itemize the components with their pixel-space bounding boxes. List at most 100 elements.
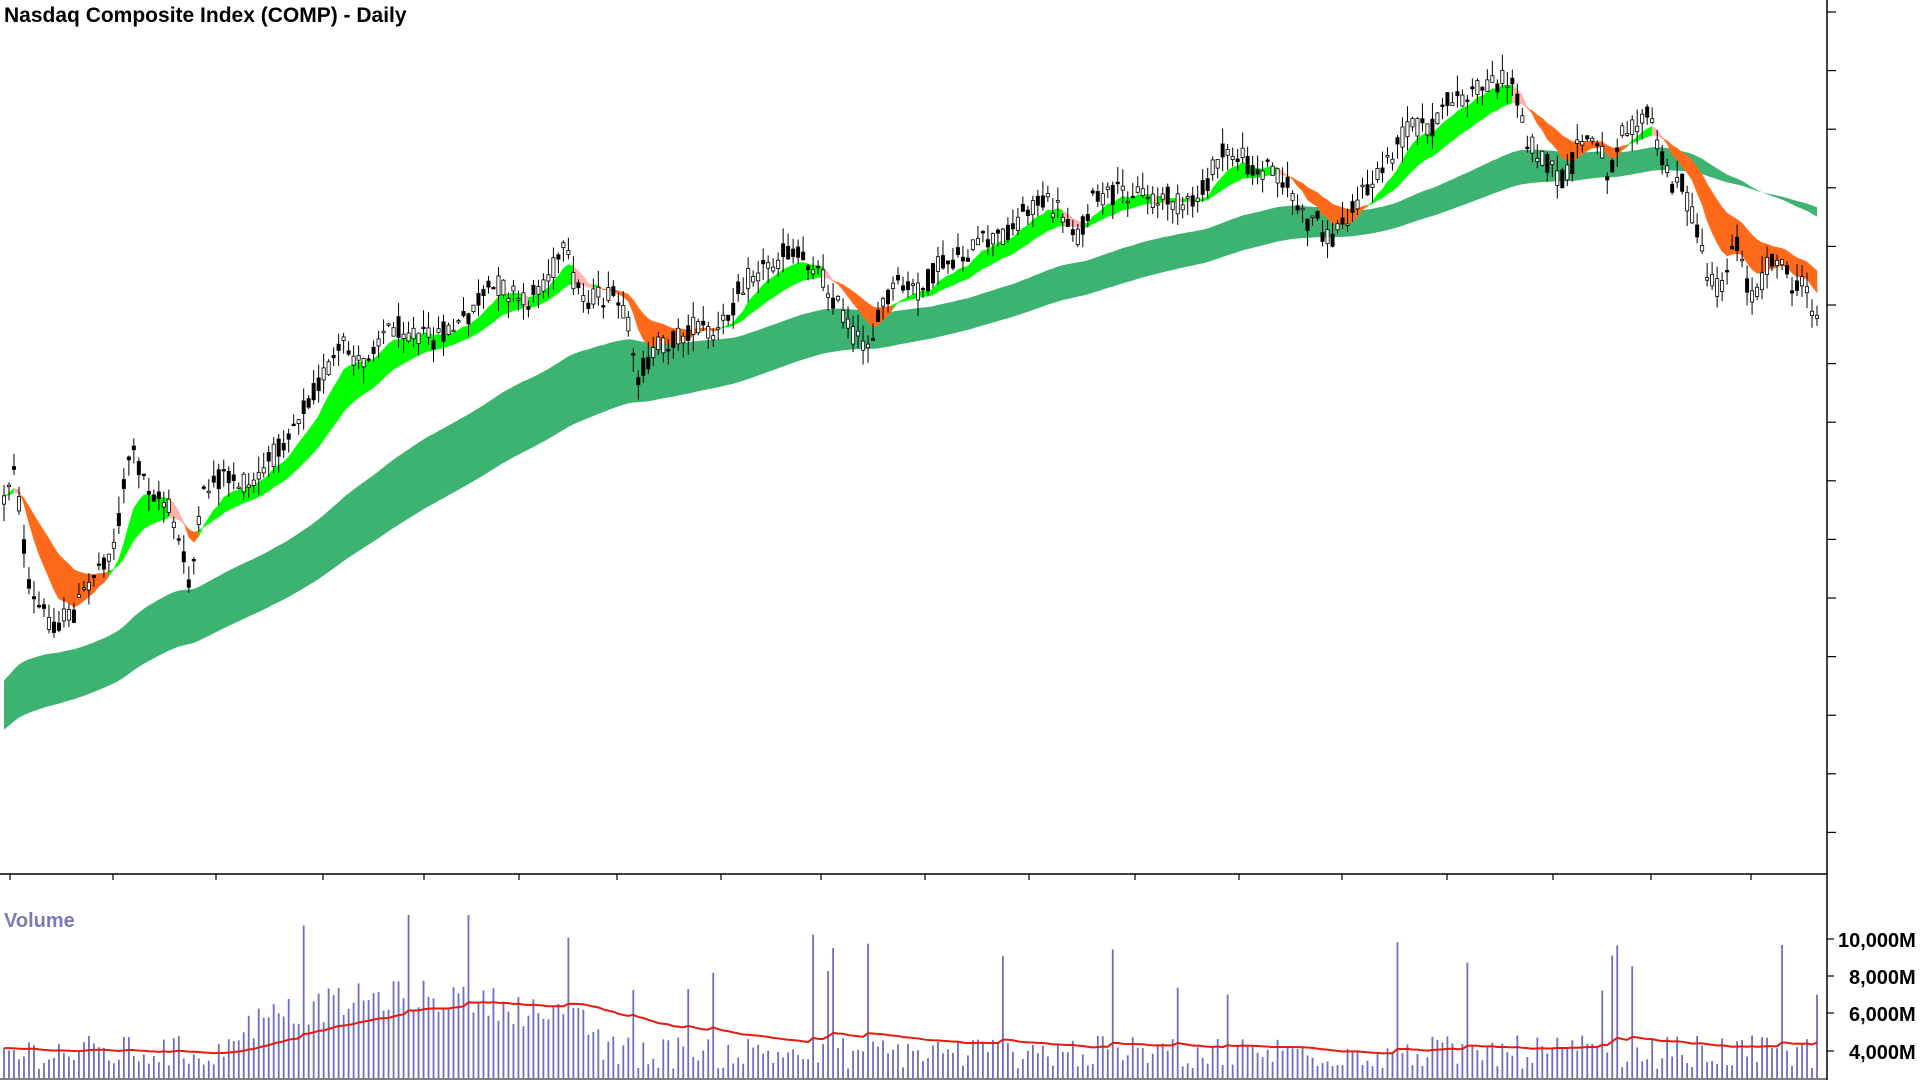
volume-bar [577,1007,580,1078]
short-band-segment [503,292,509,315]
candle-body [1630,119,1635,135]
candle-body [656,336,661,351]
candle-body [546,274,551,282]
volume-bar [1651,1038,1654,1078]
candle-body [1425,123,1430,136]
short-band-segment [108,567,115,578]
short-band-segment [1636,131,1643,142]
candle-body [1040,195,1045,208]
candle-body [1450,102,1455,106]
candle-body [1080,216,1085,235]
short-band-segment [747,295,754,316]
volume-bar [1656,1068,1659,1078]
volume-bar [1416,1054,1419,1078]
candle-body [506,298,511,303]
volume-bar [962,1065,964,1078]
candle-body [1640,113,1645,124]
volume-bar [277,1013,280,1078]
short-band-segment [987,245,994,267]
volume-bar [1431,1036,1434,1078]
volume-bar [1301,1048,1304,1078]
candle-body [1115,181,1120,185]
volume-bar [427,997,430,1078]
candle-body [995,229,1000,234]
volume-bar [442,1007,445,1078]
candle-body [980,230,985,234]
volume-bar [1066,1052,1069,1078]
volume-bar [8,1050,10,1078]
candlesticks [2,54,1820,638]
short-band-segment [1007,236,1014,257]
candle-body [1435,112,1440,125]
volume-bar [657,1067,660,1078]
short-band-segment [68,563,75,608]
candle-body [811,269,816,275]
candle-body [646,356,651,370]
volume-bar [992,1039,994,1078]
short-band-segment [458,326,464,343]
candle-body [186,579,191,588]
candle-body [1370,183,1375,188]
volume-bar [1426,1057,1429,1078]
candle-body [1585,135,1590,140]
volume-bar [1626,1061,1629,1078]
volume-bar [222,1056,225,1078]
candle-body [841,310,846,323]
candle-body [26,579,31,589]
volume-bar [487,1015,490,1078]
volume-bar [1306,1055,1309,1078]
candle-body [1000,228,1005,245]
volume-bar [1336,1065,1339,1078]
short-band-segment [383,342,389,379]
candle-body [371,346,376,354]
volume-bar [912,1050,914,1078]
candle-body [51,621,56,633]
candle-body [386,323,391,326]
short-band-segment [937,278,944,292]
candle-body [76,594,81,598]
volume-bar [597,1029,600,1078]
candle-body [566,250,571,255]
candle-body [1645,106,1650,118]
candle-body [1220,143,1225,158]
volume-bar [732,1063,735,1078]
volume-bar [1406,1044,1409,1078]
candle-body [1135,186,1140,193]
short-band-segment [977,249,984,273]
candle-body [331,354,336,359]
short-band-segment [722,325,729,328]
volume-bar [142,1054,145,1078]
candle-body [691,316,696,335]
volume-bars [3,915,1818,1078]
volume-bar [1641,1061,1644,1078]
candle-body [1560,169,1565,189]
candle-body [641,358,646,376]
candle-body [891,282,896,289]
volume-bar [43,1063,45,1078]
volume-bar [907,1043,909,1078]
candle-body [1290,193,1295,201]
candle-body [1735,236,1740,252]
short-band-segment [453,329,459,345]
short-band-segment [1322,196,1328,219]
candle-body [1770,253,1775,267]
candle-body [651,347,656,358]
volume-bar [1201,1057,1204,1078]
volume-bar [842,1038,844,1078]
short-band-segment [273,465,279,488]
candle-body [586,302,591,309]
candle-body [46,617,51,630]
short-band-segment [1427,132,1433,159]
short-band-segment [13,487,20,494]
volume-bar [702,1050,705,1078]
volume-bar [887,1053,889,1078]
candle-body [1750,290,1755,303]
candle-body [1250,165,1255,176]
short-band-segment [1212,181,1218,197]
short-band-segment [63,559,70,604]
candle-body [1050,213,1055,218]
volume-bar [822,1044,824,1078]
short-band-segment [183,522,190,538]
candle-body [1190,195,1195,207]
candle-body [915,282,920,301]
